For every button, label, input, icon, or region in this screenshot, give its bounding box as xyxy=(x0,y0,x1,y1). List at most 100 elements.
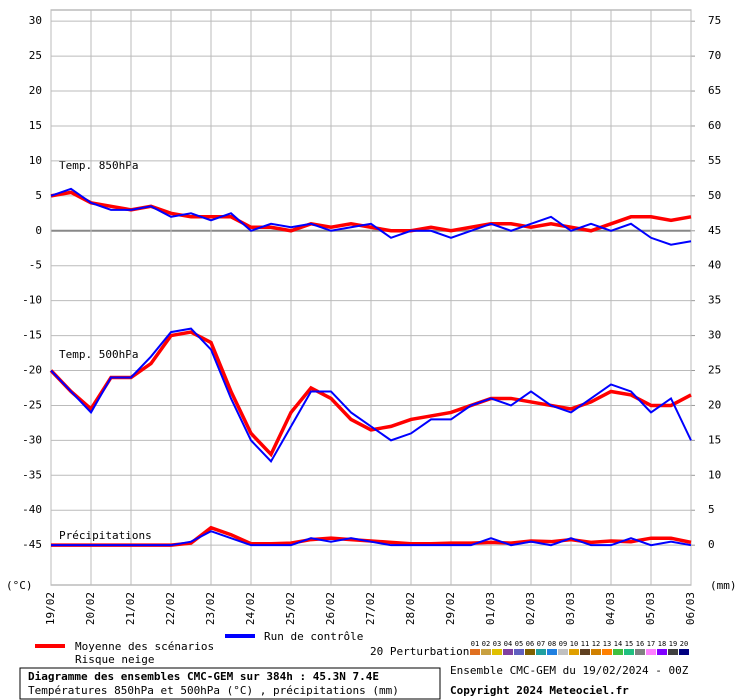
y-tick-label: 20 xyxy=(29,84,42,97)
y-tick-label: -40 xyxy=(22,503,42,516)
y-axis-label: (°C) xyxy=(6,579,33,592)
perturbation-swatch xyxy=(558,649,568,655)
perturbation-label: 20 xyxy=(680,640,688,648)
y2-tick-label: 25 xyxy=(708,364,721,377)
footer-text: Copyright 2024 Meteociel.fr xyxy=(450,684,629,697)
footer-text: Ensemble CMC-GEM du 19/02/2024 - 00Z xyxy=(450,664,689,677)
footer-box xyxy=(19,667,441,700)
y2-tick-label: 20 xyxy=(708,398,721,411)
series-line xyxy=(50,327,692,463)
perturbation-swatch xyxy=(514,649,524,655)
y2-tick-label: 50 xyxy=(708,189,721,202)
y-tick-label: 30 xyxy=(29,14,42,27)
y2-tick-label: 0 xyxy=(708,538,715,551)
y2-tick-label: 5 xyxy=(708,503,715,516)
legend-label: 20 Perturbations xyxy=(370,645,476,658)
perturbation-swatch xyxy=(679,649,689,655)
perturbation-label: 02 xyxy=(482,640,490,648)
y-tick-label: 25 xyxy=(29,49,42,62)
perturbation-swatch xyxy=(492,649,502,655)
y2-tick-label: 55 xyxy=(708,154,721,167)
perturbation-label: 16 xyxy=(636,640,644,648)
x-tick-label: 24/02 xyxy=(244,592,257,625)
annotation: Précipitations xyxy=(59,529,152,542)
x-tick-label: 03/03 xyxy=(564,592,577,625)
y-tick-label: -25 xyxy=(22,398,42,411)
x-tick-label: 21/02 xyxy=(124,592,137,625)
footer-title: Diagramme des ensembles CMC-GEM sur 384h… xyxy=(28,670,379,683)
perturbation-label: 11 xyxy=(581,640,589,648)
perturbation-swatch xyxy=(591,649,601,655)
perturbation-swatch xyxy=(536,649,546,655)
perturbation-label: 17 xyxy=(647,640,655,648)
y2-tick-label: 70 xyxy=(708,49,721,62)
footer-text: Températures 850hPa et 500hPa (°C) , pré… xyxy=(28,684,399,697)
perturbation-label: 03 xyxy=(493,640,501,648)
perturbation-label: 10 xyxy=(570,640,578,648)
perturbation-swatch xyxy=(602,649,612,655)
y-tick-label: 10 xyxy=(29,154,42,167)
y2-tick-label: 45 xyxy=(708,224,721,237)
y2-tick-label: 15 xyxy=(708,433,721,446)
perturbation-swatch xyxy=(503,649,513,655)
legend-label: Run de contrôle xyxy=(264,630,363,643)
perturbation-label: 14 xyxy=(614,640,622,648)
y2-tick-label: 30 xyxy=(708,329,721,342)
x-tick-label: 23/02 xyxy=(204,592,217,625)
series-line xyxy=(50,187,692,246)
perturbation-swatch xyxy=(657,649,667,655)
y2-tick-label: 40 xyxy=(708,259,721,272)
x-tick-label: 29/02 xyxy=(444,592,457,625)
x-tick-label: 02/03 xyxy=(524,592,537,625)
series-line xyxy=(51,530,692,547)
perturbation-swatch xyxy=(580,649,590,655)
y2-tick-label: 10 xyxy=(708,468,721,481)
y-tick-label: -30 xyxy=(22,433,42,446)
x-tick-label: 06/03 xyxy=(684,592,697,625)
perturbation-swatch xyxy=(525,649,535,655)
perturbation-label: 15 xyxy=(625,640,633,648)
perturbation-swatch xyxy=(646,649,656,655)
y-tick-label: -20 xyxy=(22,364,42,377)
y2-tick-label: 75 xyxy=(708,14,721,27)
perturbation-label: 04 xyxy=(504,640,512,648)
y-tick-label: 15 xyxy=(29,119,42,132)
x-tick-label: 22/02 xyxy=(164,592,177,625)
perturbation-label: 12 xyxy=(592,640,600,648)
series-line xyxy=(50,190,692,233)
perturbation-swatch xyxy=(635,649,645,655)
perturbation-swatch xyxy=(569,649,579,655)
annotation: Temp. 850hPa xyxy=(59,159,138,172)
x-tick-label: 27/02 xyxy=(364,592,377,625)
perturbation-label: 07 xyxy=(537,640,545,648)
perturbation-label: 01 xyxy=(471,640,479,648)
y-tick-label: -10 xyxy=(22,294,42,307)
x-tick-label: 25/02 xyxy=(284,592,297,625)
y-tick-label: -45 xyxy=(22,538,42,551)
perturbation-label: 05 xyxy=(515,640,523,648)
perturbation-swatch xyxy=(481,649,491,655)
annotation: Temp. 500hPa xyxy=(59,348,138,361)
perturbation-swatch xyxy=(668,649,678,655)
y-tick-label: -5 xyxy=(29,259,42,272)
x-tick-label: 20/02 xyxy=(84,592,97,625)
perturbation-label: 19 xyxy=(669,640,677,648)
perturbation-swatch xyxy=(547,649,557,655)
y-tick-label: -15 xyxy=(22,329,42,342)
y2-axis-label: (mm) xyxy=(710,579,737,592)
perturbation-label: 18 xyxy=(658,640,666,648)
y-tick-label: 5 xyxy=(35,189,42,202)
perturbation-label: 08 xyxy=(548,640,556,648)
x-tick-label: 01/03 xyxy=(484,592,497,625)
perturbation-swatch xyxy=(470,649,480,655)
perturbation-swatch xyxy=(613,649,623,655)
x-tick-label: 26/02 xyxy=(324,592,337,625)
x-tick-label: 19/02 xyxy=(44,592,57,625)
y-tick-label: -35 xyxy=(22,468,42,481)
legend-label: Risque neige xyxy=(75,653,154,666)
x-tick-label: 05/03 xyxy=(644,592,657,625)
perturbation-swatch xyxy=(624,649,634,655)
legend-label: Moyenne des scénarios xyxy=(75,640,214,653)
perturbation-label: 09 xyxy=(559,640,567,648)
